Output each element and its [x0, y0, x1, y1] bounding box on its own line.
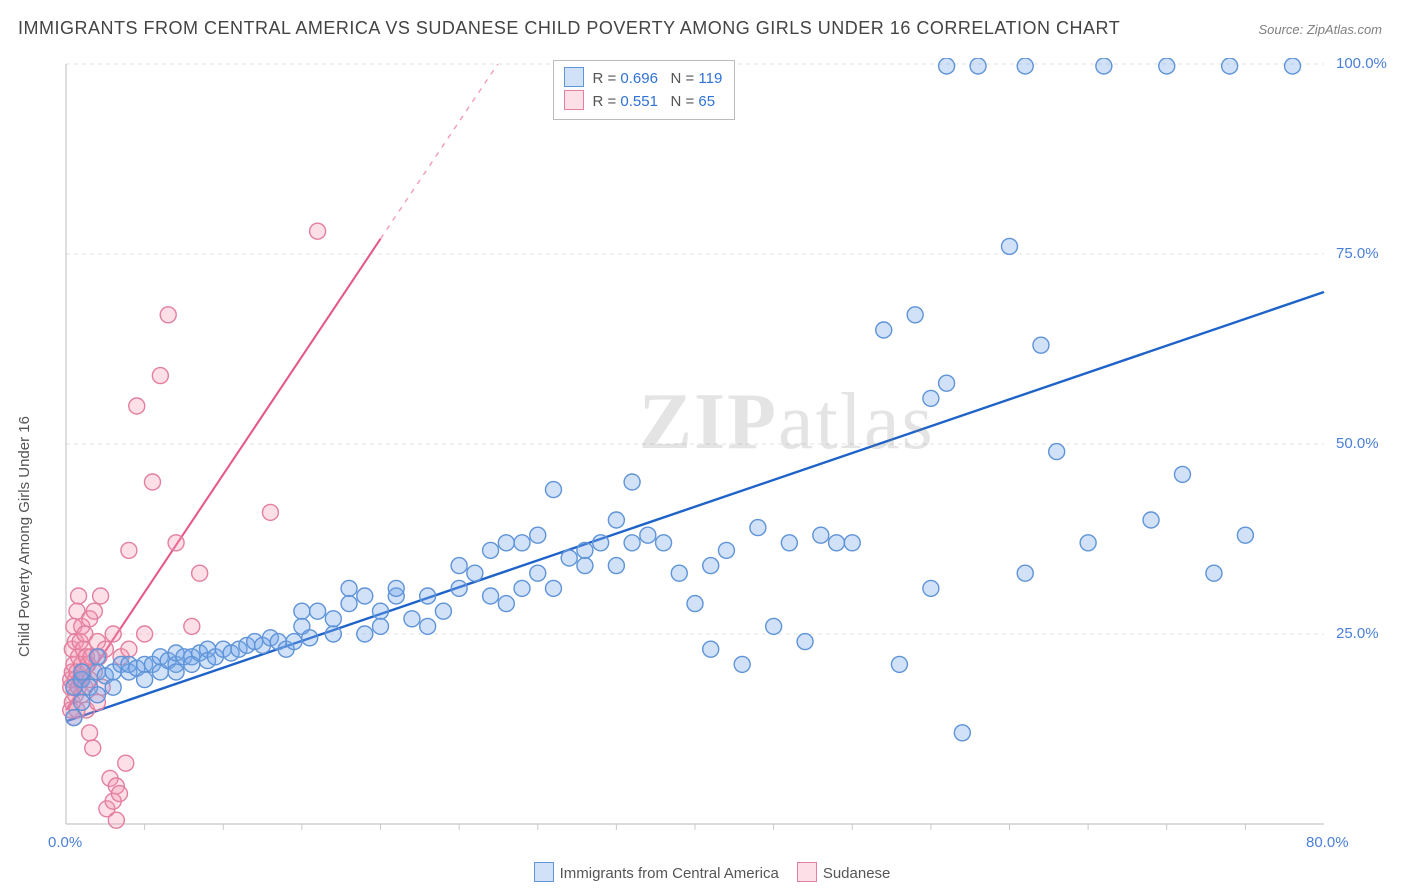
- x-tick-label: 0.0%: [48, 834, 82, 851]
- r-label: R =: [592, 70, 620, 87]
- r-value: 0.696: [620, 70, 658, 87]
- chart-title: IMMIGRANTS FROM CENTRAL AMERICA VS SUDAN…: [18, 18, 1120, 39]
- r-label: R =: [592, 93, 620, 110]
- legend-row: R = 0.551 N = 65: [564, 90, 722, 113]
- source-label: Source: ZipAtlas.com: [1258, 22, 1382, 37]
- legend-swatch: [534, 862, 554, 882]
- legend-swatch: [564, 67, 584, 87]
- correlation-legend-box: R = 0.696 N = 119R = 0.551 N = 65: [553, 60, 735, 120]
- y-tick-label: 50.0%: [1336, 435, 1379, 452]
- legend-row: R = 0.696 N = 119: [564, 67, 722, 90]
- r-value: 0.551: [620, 93, 658, 110]
- y-tick-label: 100.0%: [1336, 55, 1387, 72]
- legend-label: Immigrants from Central America: [560, 865, 779, 882]
- series-legend: Immigrants from Central America Sudanese: [0, 862, 1406, 882]
- legend-label: Sudanese: [823, 865, 891, 882]
- legend-swatch: [564, 90, 584, 110]
- y-axis-label: Child Poverty Among Girls Under 16: [16, 416, 33, 657]
- legend-swatch: [797, 862, 817, 882]
- x-tick-label: 80.0%: [1306, 834, 1349, 851]
- n-value: 65: [698, 93, 715, 110]
- n-value: 119: [698, 70, 722, 87]
- n-label: N =: [658, 70, 698, 87]
- y-tick-label: 25.0%: [1336, 625, 1379, 642]
- correlation-scatter-chart: [60, 58, 1330, 848]
- n-label: N =: [658, 93, 698, 110]
- y-tick-label: 75.0%: [1336, 245, 1379, 262]
